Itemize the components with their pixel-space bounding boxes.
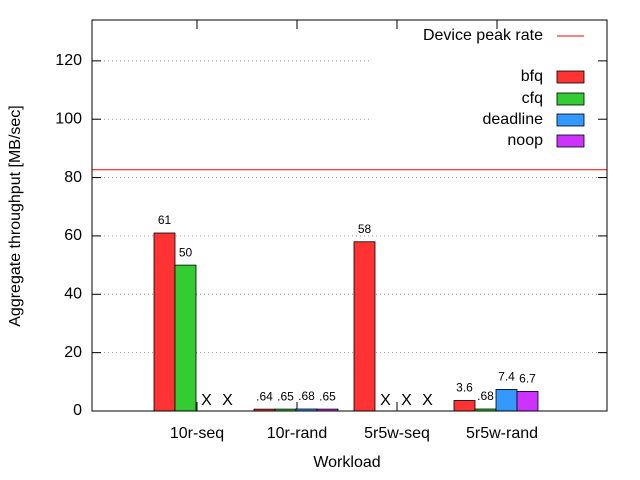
bar [495, 389, 518, 412]
y-tick-label: 100 [55, 110, 82, 127]
y-tick-label: 40 [64, 286, 82, 303]
legend-label: deadline [483, 111, 544, 128]
y-tick-label: 60 [64, 227, 82, 244]
value-label: 50 [179, 245, 193, 259]
legend-swatch [556, 134, 585, 148]
y-tick-label: 120 [55, 52, 82, 69]
legend-label: Device peak rate [423, 27, 543, 44]
missing-label: X [222, 392, 233, 409]
value-label: 61 [158, 213, 172, 227]
bar [174, 264, 197, 412]
x-tick-label: 10r-rand [267, 425, 327, 442]
x-tick-label: 10r-seq [170, 425, 224, 442]
legend-swatch [556, 70, 585, 84]
value-label: 58 [358, 222, 372, 236]
legend-background [370, 21, 606, 156]
value-label: .65 [277, 389, 294, 403]
value-label: .68 [298, 389, 315, 403]
value-label: .68 [477, 389, 494, 403]
value-label: .65 [319, 389, 336, 403]
legend-label: noop [507, 132, 543, 149]
missing-label: X [380, 392, 391, 409]
y-tick-label: 0 [73, 402, 82, 419]
x-tick-label: 5r5w-rand [466, 425, 538, 442]
legend-label: bfq [521, 68, 543, 85]
bar [453, 400, 476, 412]
value-label: .64 [256, 389, 273, 403]
value-label: 6.7 [519, 372, 536, 386]
legend-label: cfq [522, 90, 543, 107]
y-axis-label: Aggregate throughput [MB/sec] [7, 105, 24, 326]
legend-swatch [556, 113, 585, 127]
missing-label: X [422, 392, 433, 409]
plot-frame [91, 19, 608, 412]
x-tick-label: 5r5w-seq [364, 425, 430, 442]
x-axis-label: Workload [313, 454, 380, 471]
y-tick-label: 20 [64, 344, 82, 361]
value-label: 3.6 [456, 381, 473, 395]
missing-label: X [401, 392, 412, 409]
value-label: 7.4 [498, 370, 515, 384]
missing-label: X [201, 392, 212, 409]
legend-swatch [556, 92, 585, 106]
bar [153, 232, 176, 412]
bar [516, 391, 539, 412]
y-tick-label: 80 [64, 169, 82, 186]
bar [353, 241, 376, 412]
